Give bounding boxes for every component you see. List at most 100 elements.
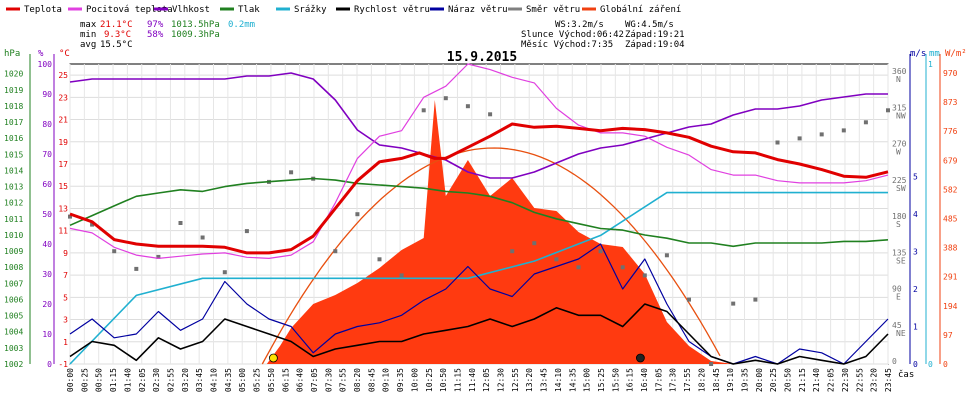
stats-wg: WG:4.5m/s (625, 20, 674, 30)
radiation-tick-label: 97 (943, 331, 953, 340)
x-tick-label: 14:10 (554, 368, 563, 392)
chart-title: 15.9.2015 (447, 50, 517, 65)
pressure-tick-label: 1010 (4, 231, 23, 240)
x-tick-label: 05:00 (238, 368, 247, 392)
x-tick-label: 05:25 (253, 368, 262, 392)
humidity-tick-label: 20 (42, 300, 52, 309)
x-tick-label: 17:05 (654, 368, 663, 392)
sunset-marker (635, 353, 645, 363)
x-tick-label: 17:30 (669, 368, 678, 392)
pressure-tick-label: 1015 (4, 150, 23, 159)
pressure-tick-label: 1005 (4, 312, 23, 321)
wind-tick-label: 2 (913, 285, 918, 294)
radiation-tick-label: 582 (943, 185, 958, 194)
x-tick-label: 06:15 (281, 368, 290, 392)
wind-dir-point (687, 297, 691, 302)
wind-dir-compass-label: N (896, 75, 901, 84)
pressure-line (69, 177, 889, 248)
wind-dir-point (112, 249, 117, 254)
x-tick-label: 20:25 (769, 368, 778, 392)
x-tick-label: 00:50 (95, 368, 104, 392)
pressure-tick-label: 1009 (4, 247, 23, 256)
humidity-tick-label: 60 (42, 180, 52, 189)
pressure-tick-label: 1013 (4, 183, 23, 192)
wind-tick-label: 4 (913, 210, 918, 219)
wind-dir-point (134, 266, 139, 271)
stats-min-press: 1009.3hPa (171, 30, 220, 40)
temperature-tick-label: 5 (63, 293, 68, 302)
wind-dir-point (664, 253, 669, 258)
wind-dir-point (222, 270, 227, 275)
radiation-tick-label: 388 (943, 244, 958, 253)
temperature-tick-label: -1 (58, 360, 68, 369)
wind-dir-tick-label: 0 (892, 357, 897, 366)
legend-label: Srážky (294, 5, 327, 15)
x-tick-label: 23:45 (884, 368, 893, 392)
temperature-tick-label: 15 (58, 182, 68, 191)
wind-dir-compass-label: SW (896, 184, 906, 193)
x-tick-label: 08:45 (367, 368, 376, 392)
wind-dir-tick-label: 180 (892, 212, 907, 221)
stats-min-label: min (80, 30, 96, 40)
radiation-layer (70, 100, 888, 365)
wind-dir-point (510, 249, 515, 254)
pressure-tick-label: 1004 (4, 328, 23, 337)
wind-dir-point (68, 214, 72, 219)
x-tick-label: 17:55 (683, 368, 692, 392)
stats-moon-set: Západ:19:04 (625, 40, 685, 50)
x-tick-label: 01:15 (109, 368, 118, 392)
temperature-tick-label: 1 (63, 338, 68, 347)
unit-mm: mm (929, 49, 940, 59)
axis-units: hPa % °C m/s mm W/m² čas (4, 49, 966, 380)
radiation-tick-label: 194 (943, 302, 958, 311)
stats-max-temp: 21.1°C (100, 20, 133, 30)
stats-max-label: max (80, 20, 97, 30)
wind-dir-tick-label: 270 (892, 140, 907, 149)
pressure-tick-label: 1002 (4, 360, 23, 369)
wind-dir-point (421, 108, 426, 113)
x-tick-label: 11:15 (454, 368, 463, 392)
legend-label: Globální záření (600, 5, 681, 15)
wind-dir-tick-label: 90 (892, 285, 902, 294)
x-tick-label: 10:50 (439, 368, 448, 392)
feels-like-line (69, 63, 889, 259)
x-tick-label: 07:05 (310, 368, 319, 392)
x-tick-label: 15:50 (611, 368, 620, 392)
pressure-tick-label: 1012 (4, 199, 23, 208)
wind-dir-point (797, 136, 802, 141)
stats-max-press: 1013.5hPa (171, 20, 220, 30)
wind-dir-point (465, 104, 470, 109)
wind-dir-tick-label: 45 (892, 321, 902, 330)
x-tick-label: 02:55 (167, 368, 176, 392)
clear-sky-radiation-line (261, 147, 721, 365)
wind-dir-point (178, 221, 183, 225)
x-tick-label: 12:55 (511, 368, 520, 392)
x-tick-label: 20:50 (784, 368, 793, 392)
wind-dir-point (200, 235, 205, 240)
x-tick-label: 23:20 (870, 368, 879, 392)
humidity-tick-label: 10 (42, 330, 52, 339)
pressure-tick-label: 1020 (4, 70, 23, 79)
wind-dir-point (488, 112, 493, 117)
pressure-tick-label: 1003 (4, 344, 23, 353)
x-tick-label: 21:15 (798, 368, 807, 392)
wind-dir-compass-label: S (896, 220, 901, 229)
pressure-tick-label: 1011 (4, 215, 23, 224)
pressure-tick-label: 1014 (4, 167, 23, 176)
x-tick-label: 16:15 (626, 368, 635, 392)
wind-dir-point (532, 241, 537, 246)
temperature-tick-label: 23 (58, 93, 68, 102)
x-tick-label: 09:35 (396, 368, 405, 392)
legend-label: Směr větru (526, 5, 580, 15)
unit-wm2: W/m² (945, 49, 966, 59)
legend-label: Náraz větru (448, 5, 508, 15)
wind-dir-point (576, 265, 581, 270)
x-tick-label: 02:30 (152, 368, 161, 392)
x-tick-label: 06:40 (296, 368, 305, 392)
wind-dir-point (863, 120, 868, 125)
humidity-tick-label: 0 (47, 360, 52, 369)
wind-dir-compass-label: W (896, 148, 901, 157)
radiation-tick-label: 776 (943, 127, 958, 136)
wind-tick-label: 5 (913, 173, 918, 182)
pressure-tick-label: 1016 (4, 134, 23, 143)
